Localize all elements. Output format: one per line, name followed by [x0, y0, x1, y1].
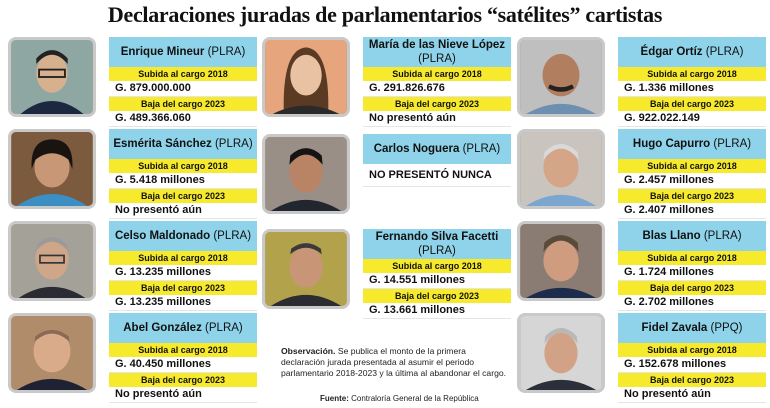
- value-2023: No presentó aún: [109, 387, 257, 403]
- value-2023: G. 13.235 millones: [109, 295, 257, 311]
- value-2018: NO PRESENTÓ NUNCA: [363, 164, 511, 187]
- portrait-photo: [8, 37, 96, 117]
- value-2023: No presentó aún: [618, 387, 766, 403]
- label-subida: Subida al cargo 2018: [363, 259, 511, 273]
- note-text: Se publica el monto de la primera declar…: [281, 346, 507, 378]
- label-baja: Baja del cargo 2023: [618, 281, 766, 295]
- value-2018: G. 879.000.000: [109, 81, 257, 97]
- person-name: Carlos Noguera (PLRA): [363, 134, 511, 164]
- portrait-photo: [8, 129, 96, 209]
- person-name: Fernando Silva Facetti (PLRA): [363, 229, 511, 259]
- label-subida: Subida al cargo 2018: [618, 251, 766, 265]
- label-baja: Baja del cargo 2023: [109, 281, 257, 295]
- label-subida: Subida al cargo 2018: [109, 251, 257, 265]
- value-2023: G. 13.661 millones: [363, 303, 511, 319]
- label-subida: Subida al cargo 2018: [109, 67, 257, 81]
- value-2018: G. 13.235 millones: [109, 265, 257, 281]
- value-2018: G. 14.551 millones: [363, 273, 511, 289]
- value-2023: No presentó aún: [109, 203, 257, 219]
- label-baja: Baja del cargo 2023: [618, 97, 766, 111]
- label-subida: Subida al cargo 2018: [618, 67, 766, 81]
- value-2023: G. 2.407 millones: [618, 203, 766, 219]
- value-2018: G. 152.678 millones: [618, 357, 766, 373]
- source-label: Fuente:: [320, 394, 349, 403]
- portrait-photo: [262, 134, 350, 214]
- value-2018: G. 1.724 millones: [618, 265, 766, 281]
- person-name: Hugo Capurro (PLRA): [618, 129, 766, 159]
- note-label: Observación.: [281, 346, 336, 356]
- label-baja: Baja del cargo 2023: [363, 289, 511, 303]
- page-title: Declaraciones juradas de parlamentarios …: [107, 2, 663, 27]
- person-name: Blas Llano (PLRA): [618, 221, 766, 251]
- person-name: Abel González (PLRA): [109, 313, 257, 343]
- portrait-photo: [517, 313, 605, 393]
- person-name: Enrique Mineur (PLRA): [109, 37, 257, 67]
- label-baja: Baja del cargo 2023: [618, 189, 766, 203]
- person-name: Celso Maldonado (PLRA): [109, 221, 257, 251]
- label-subida: Subida al cargo 2018: [618, 159, 766, 173]
- source-line: Fuente: Contraloría General de la Repúbl…: [320, 394, 479, 403]
- value-2023: G. 2.702 millones: [618, 295, 766, 311]
- portrait-photo: [8, 313, 96, 393]
- label-baja: Baja del cargo 2023: [109, 373, 257, 387]
- label-subida: Subida al cargo 2018: [618, 343, 766, 357]
- person-name: María de las Nieve López (PLRA): [363, 37, 511, 67]
- value-2023: G. 922.022.149: [618, 111, 766, 127]
- portrait-photo: [517, 221, 605, 301]
- value-2018: G. 40.450 millones: [109, 357, 257, 373]
- value-2018: G. 291.826.676: [363, 81, 511, 97]
- label-baja: Baja del cargo 2023: [363, 97, 511, 111]
- portrait-photo: [517, 37, 605, 117]
- value-2023: G. 489.366.060: [109, 111, 257, 127]
- label-baja: Baja del cargo 2023: [109, 189, 257, 203]
- portrait-photo: [262, 229, 350, 309]
- portrait-photo: [517, 129, 605, 209]
- label-baja: Baja del cargo 2023: [109, 97, 257, 111]
- label-subida: Subida al cargo 2018: [363, 67, 511, 81]
- value-2018: G. 5.418 millones: [109, 173, 257, 189]
- label-subida: Subida al cargo 2018: [109, 159, 257, 173]
- label-baja: Baja del cargo 2023: [618, 373, 766, 387]
- person-name: Édgar Ortíz (PLRA): [618, 37, 766, 67]
- source-text: Contraloría General de la República: [351, 394, 479, 403]
- person-name: Esmérita Sánchez (PLRA): [109, 129, 257, 159]
- portrait-photo: [8, 221, 96, 301]
- value-2018: G. 1.336 millones: [618, 81, 766, 97]
- value-2023: No presentó aún: [363, 111, 511, 127]
- person-name: Fidel Zavala (PPQ): [618, 313, 766, 343]
- value-2018: G. 2.457 millones: [618, 173, 766, 189]
- label-subida: Subida al cargo 2018: [109, 343, 257, 357]
- observation-note: Observación. Se publica el monto de la p…: [281, 346, 511, 379]
- portrait-photo: [262, 37, 350, 117]
